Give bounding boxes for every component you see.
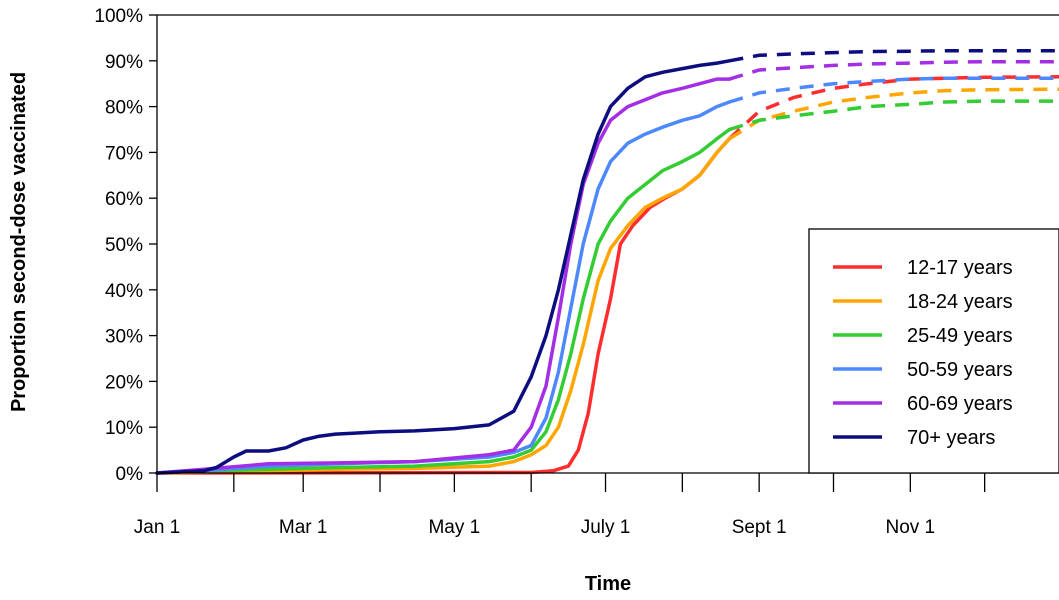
series-25-49-years (155, 99, 1059, 475)
x-tick-label: Sept 1 (732, 517, 787, 538)
series-layer (155, 48, 1059, 475)
y-tick-label: 30% (105, 327, 143, 348)
x-tick-label: Jan 1 (134, 517, 180, 538)
series-line-projected (728, 87, 1059, 141)
legend-label: 50-59 years (907, 359, 1013, 381)
x-tick-label: May 1 (428, 517, 480, 538)
y-tick-label: 70% (105, 143, 143, 164)
legend-label: 70+ years (907, 427, 995, 449)
x-tick-label: Mar 1 (279, 517, 328, 538)
y-tick-label: 80% (105, 98, 143, 119)
series-line-observed (155, 136, 732, 475)
series-line-projected (728, 75, 1059, 140)
x-tick-label: Nov 1 (885, 517, 935, 538)
y-axis-title: Proportion second-dose vaccinated (8, 72, 30, 412)
series-60-69-years (155, 59, 1059, 475)
y-tick-label: 0% (116, 464, 144, 485)
x-tick-label: July 1 (581, 517, 631, 538)
y-tick-label: 100% (94, 6, 143, 27)
y-tick-label: 10% (105, 418, 143, 439)
series-line-projected (728, 99, 1059, 132)
y-tick-label: 90% (105, 52, 143, 73)
series-line-observed (155, 127, 732, 475)
y-tick-label: 40% (105, 281, 143, 302)
series-line-projected (728, 76, 1059, 104)
x-axis-title: Time (585, 573, 631, 595)
series-line-projected (729, 48, 1059, 63)
series-line-observed (155, 77, 732, 475)
legend-box (808, 228, 1059, 474)
y-tick-label: 50% (105, 235, 143, 256)
y-tick-label: 60% (105, 189, 143, 210)
legend-label: 25-49 years (907, 325, 1013, 347)
series-line-observed (155, 59, 732, 475)
legend-label: 60-69 years (907, 393, 1013, 415)
series-70-years (155, 48, 1059, 475)
series-18-24-years (155, 87, 1059, 475)
legend-label: 18-24 years (907, 291, 1013, 313)
legend: 12-17 years 18-24 years 25-49 years 50-59 y… (808, 228, 1059, 474)
legend-label: 12-17 years (907, 257, 1013, 279)
y-tick-label: 20% (105, 372, 143, 393)
series-line-projected (728, 59, 1059, 81)
